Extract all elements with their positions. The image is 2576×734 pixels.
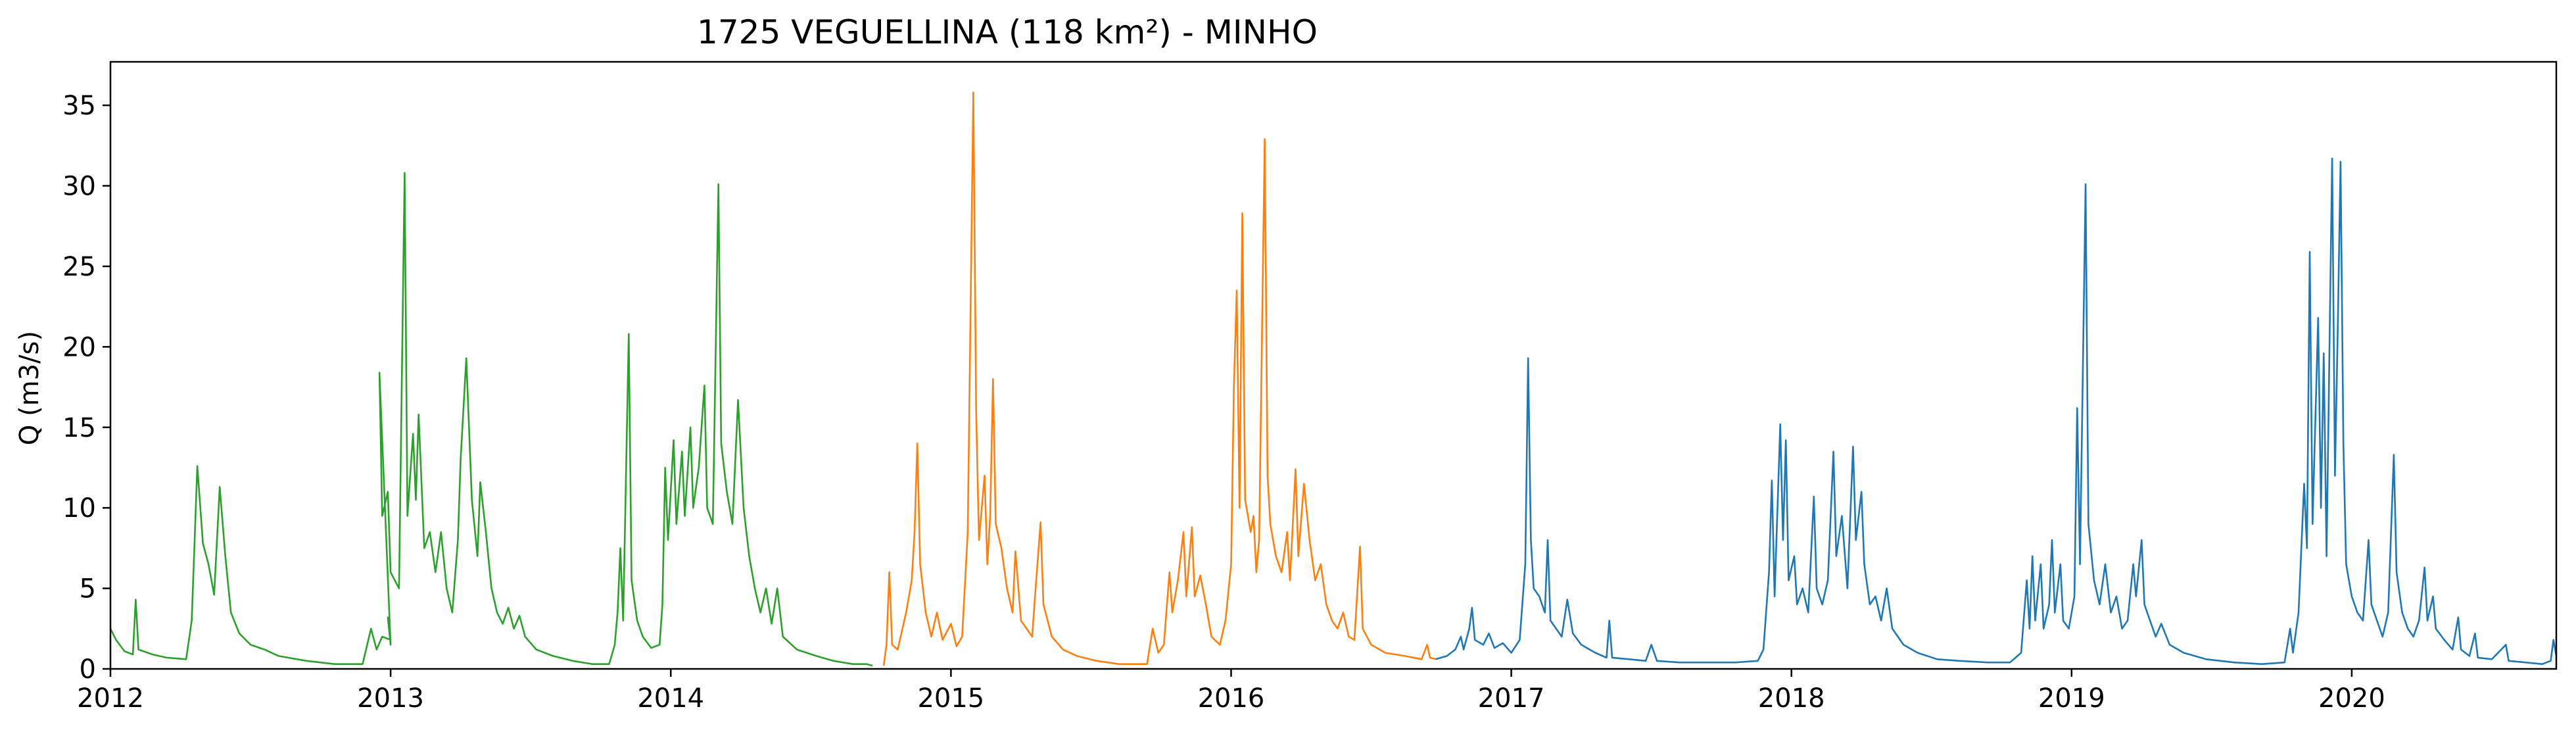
x-axis-ticks: 2012 2013 2014 2015 2016 2017 2018 2019 2020: [77, 669, 2385, 714]
series-line-3: [1435, 157, 2558, 665]
y-tick-label: 30: [62, 172, 96, 202]
x-tick-label: 2014: [637, 683, 704, 714]
chart-title: 1725 VEGUELLINA (118 km²) - MINHO: [697, 13, 1318, 51]
plot-frame: [109, 61, 2558, 670]
series-line-1: [109, 172, 873, 667]
series-line-2: [882, 91, 1436, 666]
y-tick-label: 0: [80, 654, 96, 685]
y-tick-label: 15: [62, 413, 96, 443]
plot-series: [109, 91, 2558, 667]
x-tick-label: 2015: [917, 683, 984, 714]
y-tick-label: 5: [80, 574, 96, 604]
x-tick-label: 2020: [2318, 683, 2385, 714]
y-tick-label: 25: [62, 252, 96, 282]
x-tick-label: 2017: [1478, 683, 1545, 714]
y-tick-label: 10: [62, 493, 96, 524]
x-tick-label: 2019: [2038, 683, 2105, 714]
x-tick-label: 2016: [1198, 683, 1265, 714]
y-axis-ticks: 0 5 10 15 20 25 30 35: [62, 91, 110, 685]
x-tick-label: 2013: [357, 683, 424, 714]
x-tick-label: 2012: [77, 683, 144, 714]
y-tick-label: 20: [62, 332, 96, 362]
x-tick-label: 2018: [1758, 683, 1825, 714]
y-tick-label: 35: [62, 91, 96, 121]
y-axis-label: Q (m3/s): [14, 331, 45, 445]
